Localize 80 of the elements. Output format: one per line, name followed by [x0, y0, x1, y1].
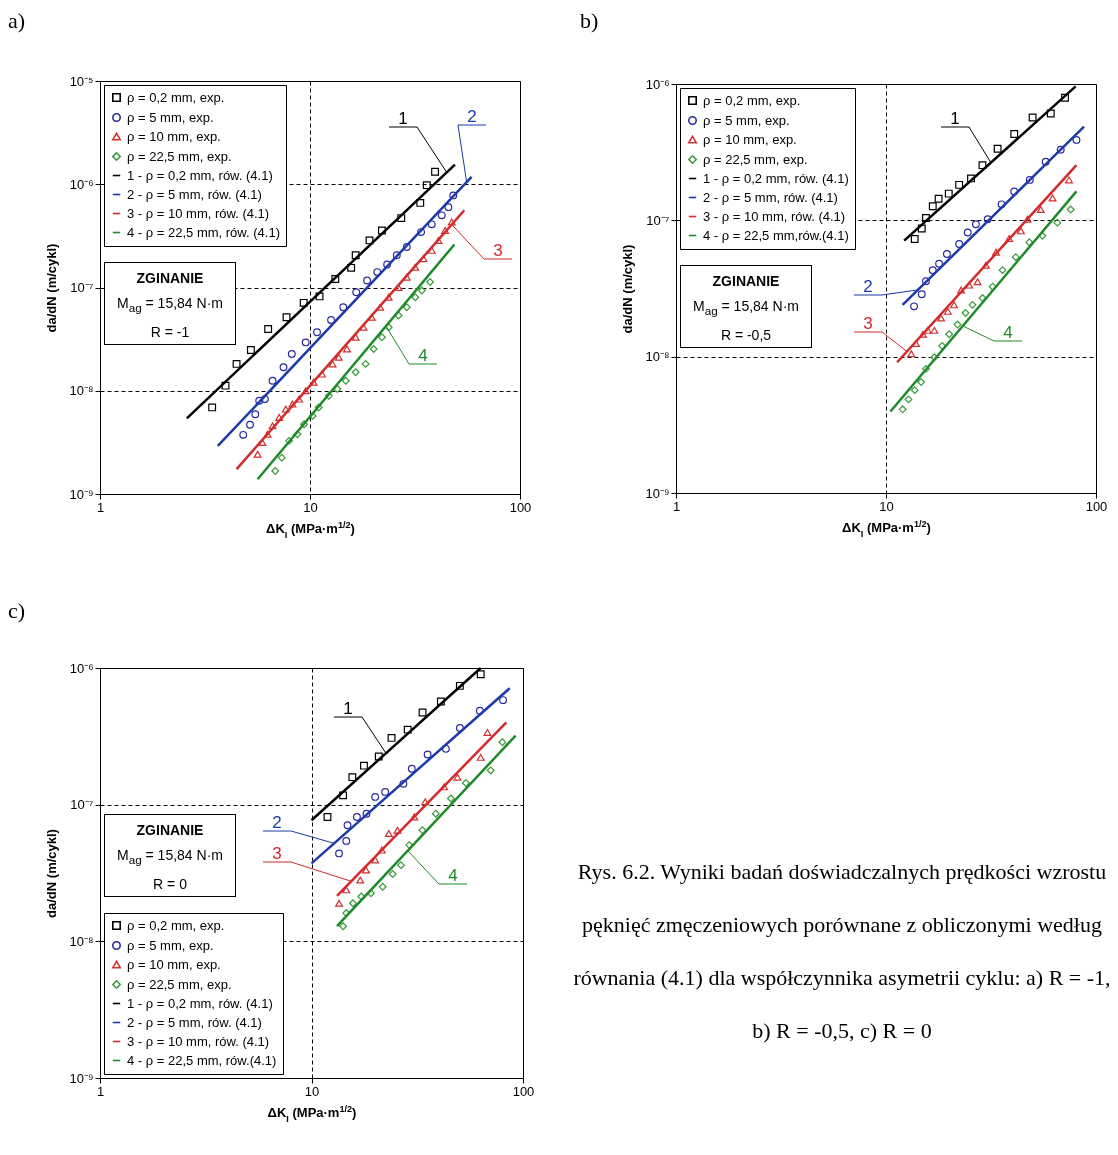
annotation: 3: [863, 314, 873, 333]
chart-title: c): [8, 598, 26, 624]
legend-label: ρ = 5 mm, exp.: [703, 112, 790, 128]
annotation: ZGINANIE: [711, 272, 781, 291]
y-tick-label: 10⁻⁹: [69, 1070, 94, 1086]
y-tick-label: 10⁻⁷: [70, 797, 94, 813]
text-box: ZGINANIE M$_{ag}$ = 15,84 N·m R = 0: [104, 814, 236, 897]
annotation: 4: [1003, 323, 1013, 342]
y-axis-title: da/dN (m/cykl): [620, 244, 636, 334]
annotation: 4: [448, 866, 458, 885]
annotation: 2: [863, 277, 873, 296]
legend-label: 4 - ρ = 22,5 mm,rów.(4.1): [703, 227, 849, 243]
x-tick-label: 10: [303, 499, 318, 515]
annotation: M$_{ag}$ = 15,84 N·m: [116, 294, 224, 316]
x-tick-label: 100: [1085, 498, 1108, 514]
annotation: 1: [950, 109, 960, 128]
legend-label: 2 - ρ = 5 mm, rów. (4.1): [703, 189, 838, 205]
x-axis-title: ΔK$_{I}$ (MPa·m$^{1/2}$): [266, 519, 355, 540]
annotation: 2: [272, 813, 282, 832]
annotation: 3: [493, 241, 503, 260]
y-tick-label: 10⁻⁶: [69, 176, 94, 192]
legend-label: 1 - ρ = 0,2 mm, rów. (4.1): [127, 995, 273, 1011]
y-tick-label: 10⁻⁶: [645, 76, 670, 92]
legend-label: ρ = 22,5 mm, exp.: [703, 151, 808, 167]
legend-label: 1 - ρ = 0,2 mm, rów. (4.1): [703, 170, 849, 186]
y-tick-label: 10⁻⁹: [69, 486, 94, 502]
annotation: R = -1: [149, 322, 191, 342]
y-tick-label: 10⁻⁶: [69, 660, 94, 676]
x-tick-label: 100: [512, 1083, 535, 1099]
x-tick-label: 1: [672, 498, 681, 514]
annotation: R = 0: [152, 874, 188, 894]
text-box: ZGINANIE M$_{ag}$ = 15,84 N·m R = -1: [104, 262, 236, 345]
x-tick-label: 10: [304, 1083, 320, 1099]
x-tick-label: 100: [509, 499, 532, 515]
x-tick-label: 1: [96, 1083, 105, 1099]
annotation: 3: [272, 844, 282, 863]
y-tick-label: 10⁻⁷: [70, 280, 94, 295]
x-tick-label: 1: [96, 499, 105, 515]
annotation: ZGINANIE: [135, 269, 205, 288]
legend-label: ρ = 22,5 mm, exp.: [127, 976, 232, 992]
annotation: M$_{ag}$ = 15,84 N·m: [692, 297, 800, 319]
annotation: 4: [418, 346, 428, 365]
y-tick-label: 10⁻⁹: [645, 485, 670, 501]
chart-title: a): [8, 8, 26, 34]
legend-label: ρ = 5 mm, exp.: [127, 937, 214, 953]
legend-label: 2 - ρ = 5 mm, rów. (4.1): [127, 1014, 262, 1030]
x-axis-title: ΔK$_{I}$ (MPa·m$^{1/2}$): [267, 1103, 357, 1124]
text: Rys. 6.2. Wyniki badań doświadczalnych prędkości wzrostu pęknięć zmęczeniowych porównane z obliczonymi według równania (4.1) dla współczynnika asymetrii cyklu: a) R = -1, b) R = -0,5, c) R = 0: [573, 859, 1111, 1043]
legend-label: 3 - ρ = 10 mm, rów. (4.1): [127, 1033, 270, 1049]
x-tick-label: 10: [879, 498, 894, 514]
legend-label: ρ = 10 mm, exp.: [703, 131, 797, 147]
chart-title: b): [580, 8, 599, 34]
y-tick-label: 10⁻⁷: [646, 212, 670, 228]
annotation: R = -0,5: [719, 325, 773, 345]
x-axis-title: ΔK$_{I}$ (MPa·m$^{1/2}$): [842, 518, 931, 539]
legend-label: ρ = 10 mm, exp.: [127, 128, 221, 144]
legend-label: 3 - ρ = 10 mm, rów. (4.1): [703, 208, 846, 224]
y-axis-title: da/dN (m/cykl): [44, 829, 60, 918]
y-tick-label: 10⁻⁸: [69, 383, 94, 399]
legend-label: ρ = 10 mm, exp.: [127, 956, 221, 972]
legend-label: ρ = 0,2 mm, exp.: [127, 917, 225, 933]
legend-label: ρ = 0,2 mm, exp.: [703, 92, 801, 108]
y-tick-label: 10⁻⁵: [69, 73, 94, 89]
annotation: 2: [467, 107, 477, 126]
legend-label: ρ = 22,5 mm, exp.: [127, 148, 232, 164]
legend-label: 4 - ρ = 22,5 mm, rów. (4.1): [127, 224, 280, 240]
y-tick-label: 10⁻⁸: [645, 349, 670, 365]
annotation: M$_{ag}$ = 15,84 N·m: [116, 846, 224, 868]
y-axis-title: da/dN (m/cykl): [44, 243, 60, 333]
legend-label: ρ = 5 mm, exp.: [127, 109, 214, 125]
legend-label: 2 - ρ = 5 mm, rów. (4.1): [127, 186, 262, 202]
legend-label: 4 - ρ = 22,5 mm, rów.(4.1): [127, 1052, 277, 1068]
legend-label: ρ = 0,2 mm, exp.: [127, 89, 225, 105]
annotation: 1: [398, 109, 408, 128]
annotation: ZGINANIE: [135, 821, 205, 840]
y-tick-label: 10⁻⁸: [69, 933, 94, 949]
legend-label: 3 - ρ = 10 mm, rów. (4.1): [127, 205, 270, 221]
text-box: ZGINANIE M$_{ag}$ = 15,84 N·m R = -0,5: [680, 265, 812, 348]
annotation: 1: [343, 699, 353, 718]
legend-label: 1 - ρ = 0,2 mm, rów. (4.1): [127, 167, 273, 183]
